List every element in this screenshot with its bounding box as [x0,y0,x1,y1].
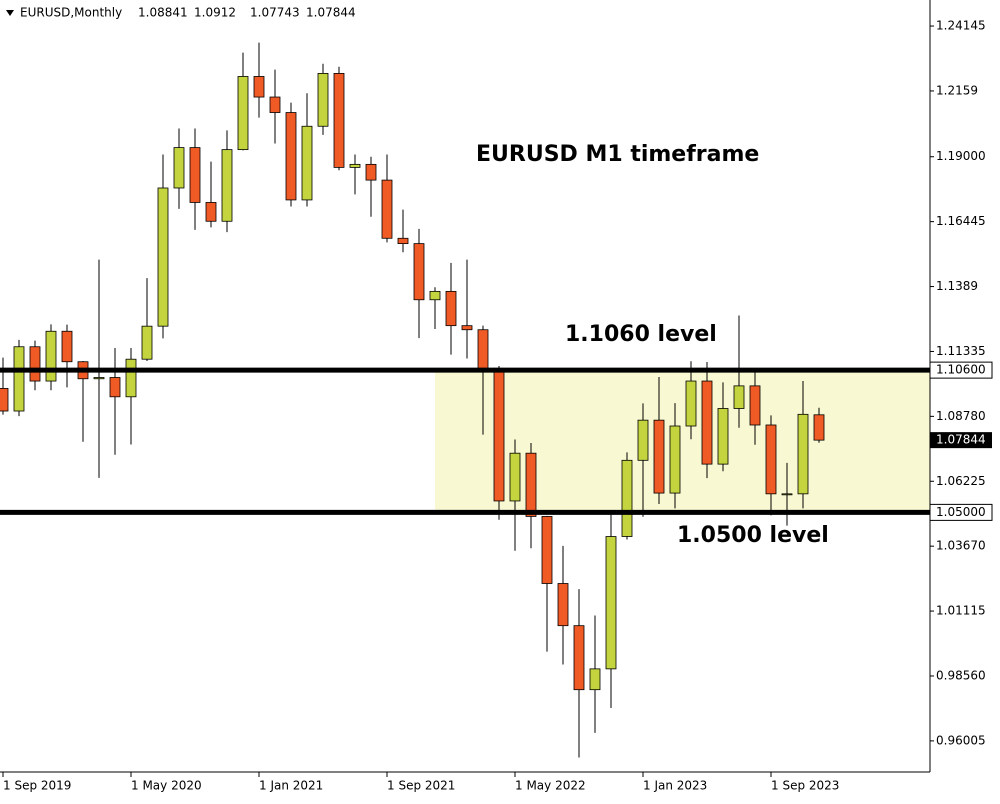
y-tick-label: 1.06225 [936,474,986,488]
candle-body [317,73,329,127]
candle-body [29,346,41,382]
candle-body [125,358,137,398]
level-label-box [929,361,993,379]
y-tick-label: 1.03670 [936,539,986,553]
candle-body [301,125,313,201]
x-tick-label: 1 Jan 2023 [643,779,707,793]
candle-body [765,424,777,495]
x-tick-label: 1 Sep 2023 [771,779,839,793]
candle-body [733,385,745,409]
candle-body [797,413,809,495]
range-zone [435,370,930,513]
x-tick-label: 1 Jan 2021 [259,779,323,793]
candle-body [141,325,153,360]
candle-body [621,459,633,537]
y-tick-label: 1.01115 [936,604,986,618]
candle-body [717,408,729,465]
price-label-box [930,432,992,449]
header-value: 1.0912 [194,6,236,20]
candle-body [237,76,249,151]
y-tick-label: 1.19000 [936,149,986,163]
candle-body [749,385,761,426]
candle-body [13,346,25,412]
candle-body [93,377,105,380]
x-tick-label: 1 May 2020 [131,779,202,793]
candle-body [557,583,569,627]
candle-body [381,179,393,239]
y-tick-label: 1.16445 [936,214,986,228]
candle-body [477,329,489,369]
menu-arrow [6,10,14,16]
level-label: 1.05000 [936,505,986,519]
candle-body [701,380,713,465]
candle-body [573,625,585,691]
y-tick-label: 1.1389 [936,279,978,293]
candle-body [781,493,793,496]
candle-body [813,414,825,441]
candle-body [109,377,121,398]
candle-body [541,516,553,584]
y-tick-label: 1.24145 [936,19,986,33]
annotation: EURUSD M1 timeframe [476,142,759,167]
candle-body [669,425,681,494]
annotation: 1.1060 level [565,322,717,347]
y-tick-label: 0.98560 [936,668,986,682]
price-label: 1.07844 [936,433,986,447]
candle-body [525,452,537,517]
candle-body [173,147,185,189]
candle-body [509,452,521,502]
x-tick-label: 1 Sep 2019 [3,779,71,793]
candle-body [333,73,345,168]
candle-body [605,536,617,670]
candle-body [637,419,649,461]
candle-body [461,325,473,331]
candle-body [157,187,169,327]
candle-body [493,367,505,502]
candle-body [653,419,665,494]
candle-body [205,202,217,222]
candle-body [189,147,201,203]
y-tick-label: 1.2159 [936,83,978,97]
candle-body [45,330,57,382]
candle-body [0,388,9,412]
header-value: 1.07844 [306,6,356,20]
y-tick-label: 1.08780 [936,409,986,423]
candle-body [445,290,457,327]
candle-body [285,112,297,201]
x-tick-label: 1 Sep 2021 [387,779,455,793]
candle-body [61,330,73,363]
annotation: 1.0500 level [677,523,829,548]
candle-body [365,163,377,181]
candle-body [685,380,697,427]
candle-body [253,76,265,98]
candle-body [269,96,281,113]
candle-body [349,163,361,168]
header-value: 1.08841 [138,6,188,20]
level-label: 1.10600 [936,363,986,377]
chart-title: EURUSD,Monthly [20,6,122,20]
candle-body [429,290,441,301]
x-tick-label: 1 May 2022 [515,779,586,793]
y-tick-label: 1.11335 [936,344,986,358]
candle-body [413,243,425,301]
level-label-box [929,503,993,521]
y-tick-label: 0.96005 [936,733,986,747]
candle-body [589,668,601,691]
candle-body [397,237,409,245]
header-value: 1.07743 [250,6,300,20]
candle-body [221,149,233,222]
